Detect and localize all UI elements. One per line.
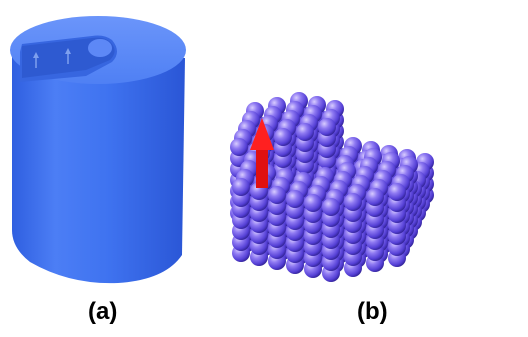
small-arrow-icon [33, 52, 39, 68]
cylinder-body [12, 48, 185, 284]
lattice-sphere [286, 190, 304, 208]
sphere-lattice-diagram [230, 92, 434, 282]
lattice-sphere [232, 178, 250, 196]
lattice-sphere [318, 118, 336, 136]
lattice-sphere [274, 128, 292, 146]
small-arrow-icon [65, 48, 71, 64]
lattice-sphere [230, 138, 248, 156]
lattice-sphere [304, 194, 322, 212]
panel-label-a: (a) [88, 298, 118, 325]
lattice-sphere [322, 198, 340, 216]
lattice-sphere [388, 183, 406, 201]
cylinder-diagram [10, 16, 186, 284]
up-arrow-icon [250, 118, 274, 188]
lattice-sphere [344, 193, 362, 211]
panel-label-b: (b) [357, 298, 388, 325]
lattice-sphere [268, 186, 286, 204]
lattice-sphere [296, 123, 314, 141]
lattice-sphere [366, 188, 384, 206]
